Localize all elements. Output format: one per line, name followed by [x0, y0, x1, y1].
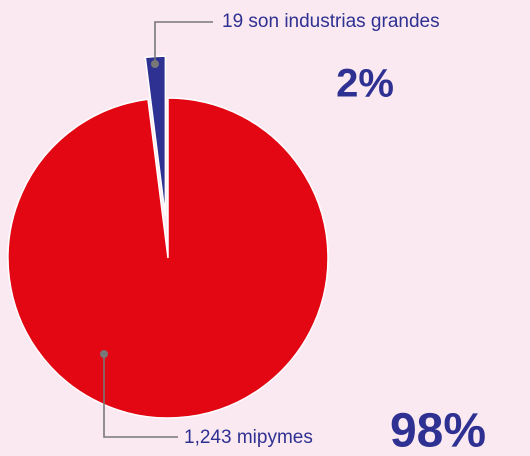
leader-dot: [151, 60, 159, 68]
leader-line: [103, 354, 178, 438]
pie-slice: [7, 97, 329, 419]
leader-line: [154, 21, 213, 64]
value-label: 2%: [336, 62, 394, 106]
slice-label: 19 son industrias grandes: [222, 11, 440, 32]
leader-dot: [100, 350, 108, 358]
value-label: 98%: [390, 405, 486, 456]
slice-label: 1,243 mipymes: [184, 427, 313, 448]
pie: [7, 55, 329, 419]
